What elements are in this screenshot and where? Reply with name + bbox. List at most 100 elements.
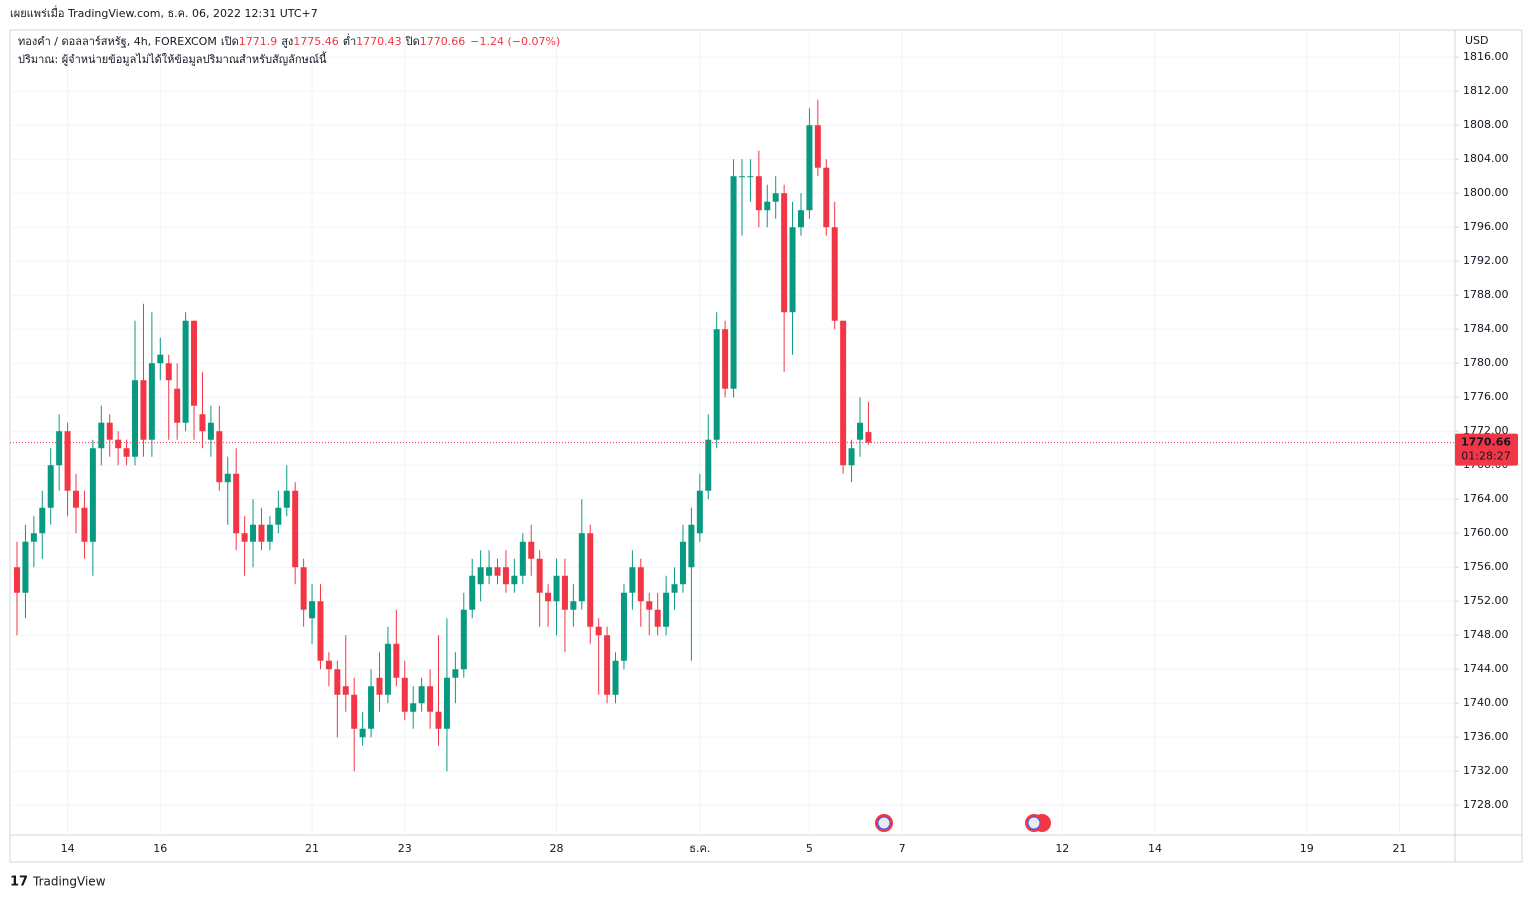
candle-body [814,125,821,168]
candle-body [620,592,627,661]
candle-body [443,677,450,729]
candle-body [56,431,63,466]
candle-body [115,439,122,449]
candle-body [781,193,788,313]
candle-body [81,507,88,542]
published-note: เผยแพร่เมื่อ TradingView.com, ธ.ค. 06, 2… [10,5,318,20]
candle-body [469,575,476,610]
candle-body [502,567,509,585]
candle-body [671,584,678,593]
candle-body [840,320,847,466]
candle-body [157,354,164,364]
candle-body [368,686,375,729]
candle-body [275,507,282,525]
candle-body [89,448,96,542]
candle-body [207,422,214,440]
candle-body [730,176,737,389]
brand: 17 TradingView [10,875,106,890]
candle-body [224,473,231,483]
candle-body [831,227,838,321]
candle-body [325,660,332,670]
candle-body [578,533,585,602]
last-price-box [1455,433,1518,466]
y-tick-label: 1796.00 [1463,220,1509,233]
candle-body [216,431,223,483]
symbol: ทองคำ / ดอลลาร์สหรัฐ, 4h, FOREXCOM [18,35,217,48]
y-tick-label: 1740.00 [1463,696,1509,709]
axes: 1728.00 1732.00 1736.00 1740.00 1744.00 1748.… [61,50,1518,855]
candle-body [351,694,358,729]
countdown: 01:28:27 [1461,450,1510,463]
high-label: สูง [281,35,293,48]
candle-body [199,414,206,432]
candle-body [258,524,265,542]
candle-body [174,388,181,423]
y-tick-label: 1816.00 [1463,50,1509,63]
candle-body [418,686,425,704]
candle-body [292,490,299,568]
candle-body [536,558,543,593]
legend-line: ทองคำ / ดอลลาร์สหรัฐ, 4h, FOREXCOM เปิด17… [18,33,560,48]
candle-body [435,711,442,729]
currency: USD [1465,34,1489,47]
y-tick-label: 1764.00 [1463,492,1509,505]
candle-body [511,575,518,585]
candle-body [772,193,779,202]
candle-body [359,728,366,738]
x-tick-label: 19 [1300,842,1314,855]
candle-body [452,669,459,678]
y-tick-label: 1760.00 [1463,526,1509,539]
candle-body [570,601,577,610]
y-tick-label: 1808.00 [1463,118,1509,131]
y-tick-label: 1776.00 [1463,390,1509,403]
candle-body [604,635,611,695]
candle-body [427,686,434,712]
x-tick-label: 23 [398,842,412,855]
candle-body [663,592,670,627]
candle-body [595,626,602,636]
candle-body [561,575,568,610]
open-label: เปิด [221,35,239,48]
candle-body [47,465,54,508]
candle-body [654,609,661,627]
candle-body [250,524,257,542]
y-tick-label: 1732.00 [1463,764,1509,777]
candle-body [283,490,290,508]
candle-body [789,227,796,313]
y-tick-label: 1752.00 [1463,594,1509,607]
candle-body [191,320,198,406]
candle-body [486,567,493,576]
candle-body [705,439,712,491]
y-tick-label: 1748.00 [1463,628,1509,641]
candle-body [165,363,172,381]
candle-body [679,541,686,585]
candle-body [857,422,863,440]
chart-frame [9,29,1523,863]
low-label: ต่ำ [343,33,356,48]
x-tick-label: ธ.ค. [689,842,710,855]
candle-body [376,677,383,695]
candle-body [98,422,105,449]
grid [10,30,1455,835]
candle-body [848,448,855,466]
candle-body [764,201,771,211]
candle-body [22,541,29,593]
event-flag-inner [877,816,891,830]
candle-body [722,329,729,389]
candle-body [342,686,349,695]
y-tick-label: 1800.00 [1463,186,1509,199]
x-tick-label: 14 [61,842,75,855]
y-tick-label: 1728.00 [1463,798,1509,811]
legend: ทองคำ / ดอลลาร์สหรัฐ, 4h, FOREXCOM เปิด17… [18,33,560,66]
x-tick-label: 12 [1055,842,1069,855]
candle-body [460,609,467,670]
x-tick-label: 16 [153,842,167,855]
x-tick-label: 21 [305,842,319,855]
candle-body [553,575,560,602]
y-tick-label: 1792.00 [1463,254,1509,267]
candle-body [410,703,417,712]
candle-body [334,669,341,695]
candle-body [14,567,20,593]
